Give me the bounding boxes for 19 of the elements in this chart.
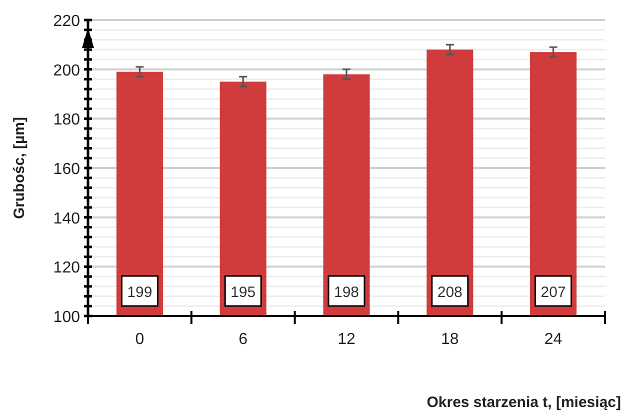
data-label: 199 bbox=[127, 284, 152, 301]
y-tick-label: 200 bbox=[53, 62, 80, 80]
data-label: 198 bbox=[334, 284, 360, 301]
y-tick-label: 220 bbox=[53, 13, 80, 30]
data-label: 207 bbox=[540, 284, 566, 301]
data-label: 208 bbox=[437, 284, 462, 301]
x-tick-label: 0 bbox=[135, 331, 144, 348]
x-tick-label: 6 bbox=[238, 331, 248, 348]
y-axis-title: Grubośc, [µm] bbox=[11, 117, 28, 219]
x-tick-label: 18 bbox=[441, 331, 459, 348]
y-tick-label: 160 bbox=[53, 161, 80, 178]
x-tick-label: 24 bbox=[544, 331, 562, 348]
y-tick-label: 140 bbox=[53, 210, 80, 228]
x-axis-title: Okres starzenia t, [miesiąc] bbox=[426, 394, 621, 411]
data-label: 195 bbox=[230, 284, 256, 301]
x-tick-label: 12 bbox=[338, 331, 356, 348]
y-tick-label: 180 bbox=[53, 112, 80, 129]
y-tick-label: 120 bbox=[53, 260, 80, 277]
y-tick-label: 100 bbox=[53, 309, 80, 326]
